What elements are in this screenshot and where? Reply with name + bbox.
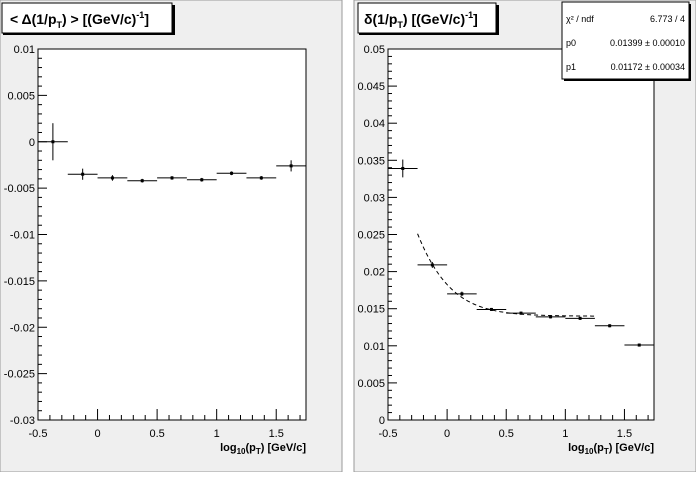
right-data-point [476, 307, 507, 311]
right-marker [637, 343, 641, 347]
left-title-frame [1, 2, 173, 34]
right-fit [417, 233, 595, 317]
stats-value-p1: 0.01172 ± 0.00034 [611, 62, 685, 72]
right-ytick-label: 0.03 [364, 192, 385, 204]
left-data-point [38, 123, 68, 161]
right-ytick-label: 0.045 [357, 81, 385, 93]
right-marker [578, 316, 582, 320]
left-data-point [276, 160, 306, 172]
left-ytick-label: -0.015 [4, 276, 35, 288]
left-marker [259, 176, 263, 180]
right-marker [608, 324, 612, 328]
right-ytick-label: 0.005 [357, 378, 385, 390]
right-marker [460, 292, 464, 296]
right-xtick-label: -0.5 [379, 428, 398, 440]
left-ytick-label: 0.005 [7, 90, 35, 102]
stats-label-p0: p0 [566, 38, 576, 48]
right-marker [430, 263, 434, 267]
left-ytick-label: 0 [29, 137, 35, 149]
stats-box: χ² / ndf 6.773 / 4 p0 0.01399 ± 0.00010 … [561, 1, 691, 81]
right-data-point [388, 159, 418, 178]
right-ytick-label: 0.02 [364, 267, 385, 279]
left-ytick-label: -0.03 [10, 415, 35, 427]
right-marker [401, 166, 405, 170]
right-ytick-label: 0.01 [364, 341, 385, 353]
right-title-text: δ(1/pT) [(GeV/c)-1] [364, 10, 478, 30]
left-data-point [97, 175, 128, 181]
left-xtick-label: 0 [94, 428, 100, 440]
left-title-box: < Δ(1/pT) > [(GeV/c)-1] [1, 2, 175, 35]
right-marker [549, 315, 553, 319]
right-ytick-label: 0.015 [357, 304, 385, 316]
left-ytick-label: 0.01 [14, 44, 35, 56]
right-xtick-label: 1.5 [617, 428, 632, 440]
right-pad: 0 0.005 0.01 0.015 0.02 0.025 0.03 0.035 0.04 0.0… [353, 0, 696, 473]
left-marker [200, 178, 204, 182]
left-data-point [186, 177, 217, 182]
right-data-point [417, 261, 448, 268]
left-data-point [157, 176, 187, 180]
left-xtick-label: -0.5 [29, 428, 48, 440]
left-marker [81, 172, 85, 176]
stats-value-p0: 0.01399 ± 0.00010 [610, 38, 685, 48]
left-title-text: < Δ(1/pT) > [(GeV/c)-1] [10, 10, 149, 30]
left-data-point [127, 178, 158, 183]
right-plot-frame [387, 48, 655, 421]
right-marker [519, 311, 523, 315]
left-marker [140, 179, 144, 183]
right-data-point [624, 343, 654, 347]
stats-value-chi2: 6.773 / 4 [650, 14, 685, 24]
left-ytick-label: -0.005 [4, 183, 35, 195]
right-ytick-label: 0.05 [364, 44, 385, 56]
left-ytick-label: -0.01 [10, 230, 35, 242]
right-marker [489, 307, 493, 311]
right-axes: 0 0.005 0.01 0.015 0.02 0.025 0.03 0.035 0.04 0.0… [357, 44, 649, 440]
stats-label-chi2: χ² / ndf [566, 14, 594, 24]
left-marker [230, 171, 234, 175]
right-xtick-label: 0 [444, 428, 450, 440]
left-data-point [216, 171, 247, 176]
left-marker [51, 140, 55, 144]
right-xaxis-label: log10(pT) [GeV/c] [568, 442, 654, 456]
right-data-point [447, 291, 477, 297]
left-xtick-label: 1.5 [269, 428, 284, 440]
left-marker [170, 176, 174, 180]
left-axes: -0.03 -0.025 -0.02 -0.015 -0.01 -0.005 0 0.005 0… [4, 44, 301, 440]
right-xtick-label: 0.5 [499, 428, 514, 440]
stats-frame [561, 1, 690, 80]
right-data-point [594, 324, 625, 328]
right-data-point [565, 316, 595, 320]
left-plot-frame [37, 48, 307, 421]
left-xtick-label: 0.5 [149, 428, 164, 440]
left-marker [289, 164, 293, 168]
right-fit-curve [417, 233, 595, 317]
right-points [388, 159, 654, 347]
right-title-box: δ(1/pT) [(GeV/c)-1] [357, 2, 499, 35]
left-pad: -0.03 -0.025 -0.02 -0.015 -0.01 -0.005 0 0.005 0… [0, 0, 343, 473]
right-ytick-label: 0.04 [364, 118, 385, 130]
right-ytick-label: 0 [379, 415, 385, 427]
stats-label-p1: p1 [566, 62, 576, 72]
left-ytick-label: -0.02 [10, 322, 35, 334]
left-ytick-label: -0.025 [4, 369, 35, 381]
left-points [38, 123, 306, 183]
left-marker [110, 176, 114, 180]
left-data-point [246, 176, 277, 180]
right-title-frame [357, 2, 497, 34]
left-data-point [67, 168, 98, 180]
left-xtick-label: 1 [214, 428, 220, 440]
right-ytick-label: 0.025 [357, 230, 385, 242]
right-xtick-label: 1 [562, 428, 568, 440]
left-xaxis-label: log10(pT) [GeV/c] [220, 442, 306, 456]
right-ytick-label: 0.035 [357, 155, 385, 167]
